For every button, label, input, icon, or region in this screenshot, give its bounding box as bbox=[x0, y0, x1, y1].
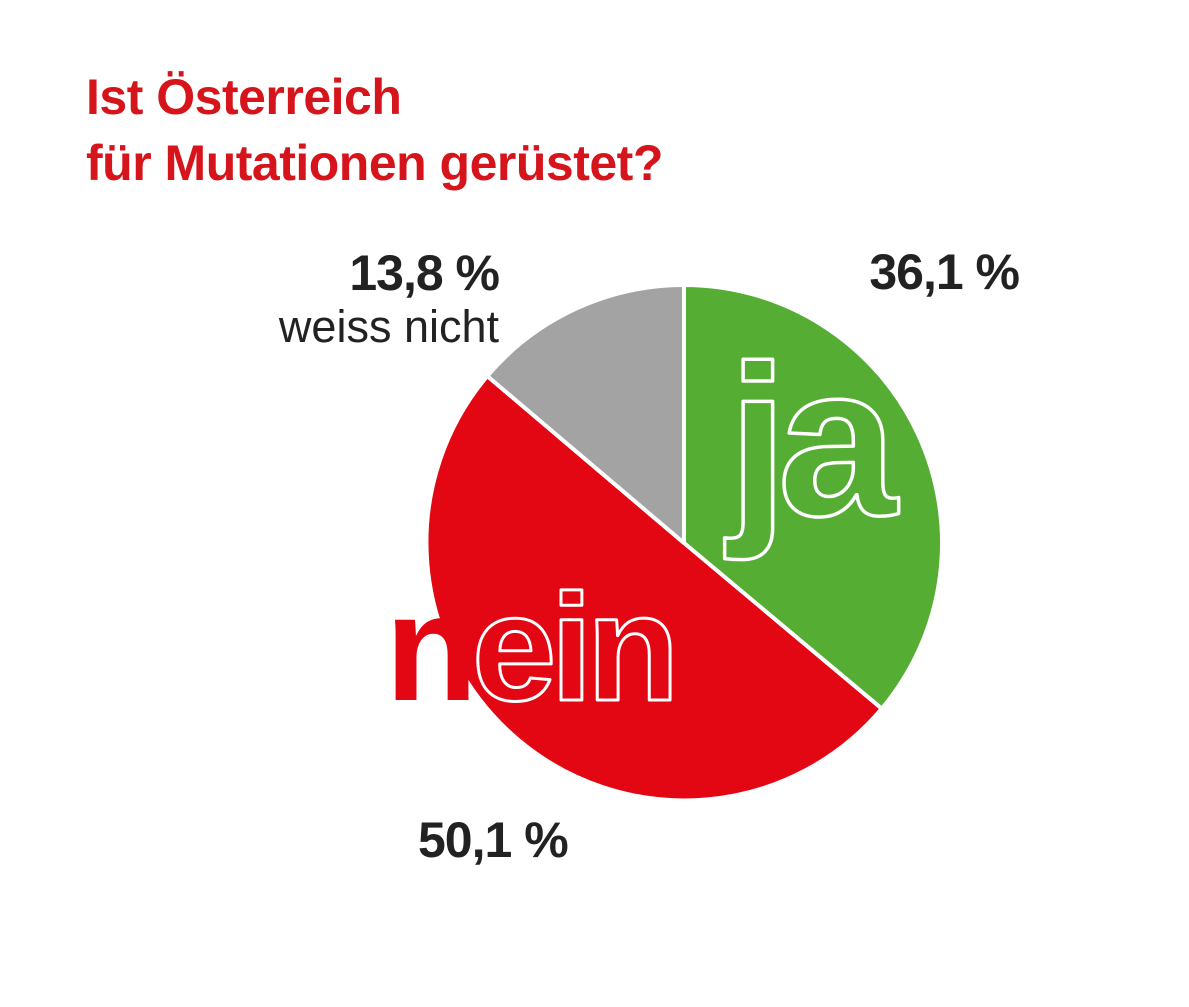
value-label-nein: 50,1 % bbox=[418, 812, 569, 868]
slice-word-nein-first-letter: n bbox=[385, 563, 472, 733]
value-label-ja: 36,1 % bbox=[869, 244, 1020, 300]
value-label-weiss-nicht: 13,8 % bbox=[349, 245, 500, 301]
slice-word-nein: nein bbox=[385, 563, 673, 733]
slice-word-ja: ja bbox=[724, 320, 899, 561]
title-line-2: für Mutationen gerüstet? bbox=[86, 135, 663, 191]
chart-title: Ist Österreich für Mutationen gerüstet? bbox=[86, 64, 663, 196]
pie-slice-nein bbox=[424, 374, 884, 803]
slice-word-nein-outline-letters: ein bbox=[472, 563, 674, 733]
slice-word-ja-letters: ja bbox=[724, 320, 899, 561]
category-label-weiss-nicht: weiss nicht bbox=[278, 301, 499, 352]
pie-slice-ja bbox=[682, 283, 944, 711]
title-line-1: Ist Österreich bbox=[86, 69, 402, 125]
pie-slice-weiss-nicht bbox=[485, 283, 686, 545]
pie-slices bbox=[424, 283, 944, 803]
